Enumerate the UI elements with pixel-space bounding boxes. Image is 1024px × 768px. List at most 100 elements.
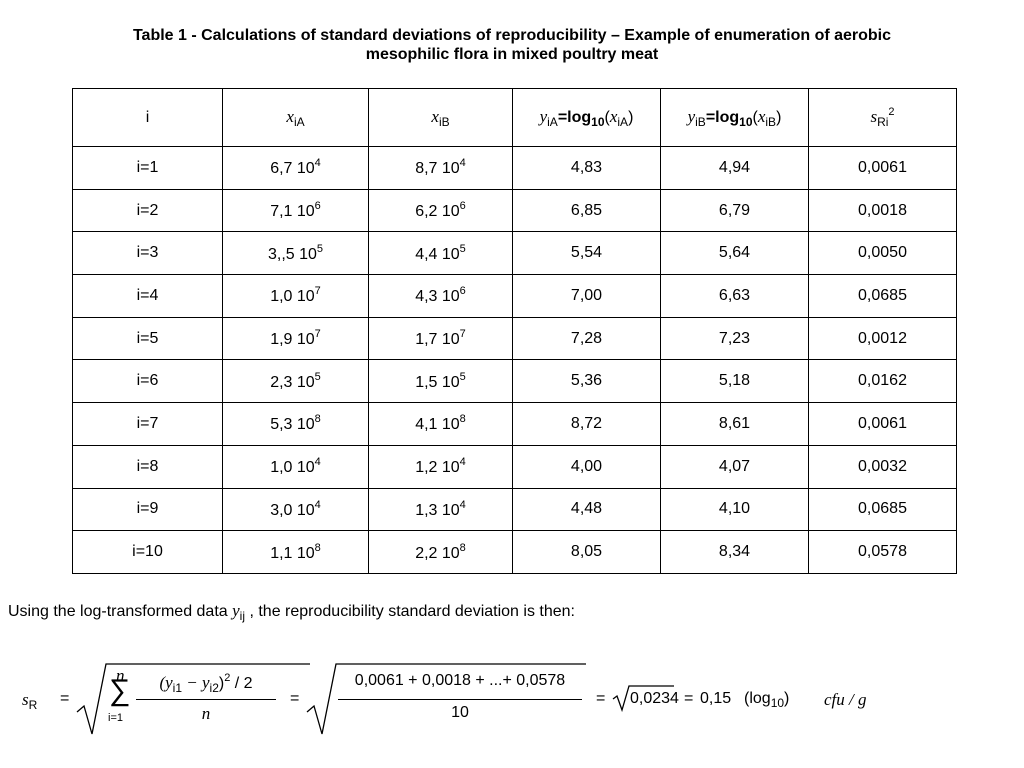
table-row: i=8 1,0 104 1,2 104 4,00 4,07 0,0032 — [72, 444, 957, 489]
formula-eq3: = — [596, 690, 606, 707]
cell-i: i=3 — [72, 231, 223, 276]
sqrt-sign-3 — [612, 685, 674, 712]
table-row: i=5 1,9 107 1,7 107 7,28 7,23 0,0012 — [72, 316, 957, 361]
table-row: i=9 3,0 104 1,3 104 4,48 4,10 0,0685 — [72, 487, 957, 532]
cell-xib: 1,7 107 — [368, 316, 513, 361]
table-row: i=7 5,3 108 4,1 108 8,72 8,61 0,0061 — [72, 402, 957, 446]
cell-yia: 5,54 — [512, 231, 661, 276]
cell-sri2: 0,0061 — [808, 402, 957, 446]
header-yia: yiA=log10(xiA) — [512, 88, 661, 147]
cell-xib: 1,5 105 — [368, 359, 513, 404]
cell-yia: 5,36 — [512, 359, 661, 404]
sqrt-sign-1 — [76, 663, 310, 735]
cell-yia: 4,83 — [512, 146, 661, 190]
cell-i: i=9 — [72, 487, 223, 532]
cell-yia: 8,05 — [512, 530, 661, 574]
cell-yia: 8,72 — [512, 402, 661, 446]
fraction-1-denominator: n — [201, 704, 211, 723]
formula-unit: cfu / g — [824, 690, 867, 709]
cell-sri2: 0,0050 — [808, 231, 957, 276]
cell-xib: 1,3 104 — [368, 487, 513, 532]
cell-yib: 4,07 — [660, 444, 809, 489]
cell-xia: 3,0 104 — [222, 487, 369, 532]
cell-xia: 2,3 105 — [222, 359, 369, 404]
cell-i: i=6 — [72, 359, 223, 404]
cell-xia: 1,9 107 — [222, 316, 369, 361]
sum-lower: i=1 — [108, 712, 123, 724]
cell-yib: 8,34 — [660, 530, 809, 574]
sqrt-sign-2 — [306, 663, 586, 735]
header-xib: xiB — [368, 88, 513, 147]
cell-i: i=4 — [72, 274, 223, 318]
cell-xia: 7,1 106 — [222, 188, 369, 233]
fraction-2-denominator: 10 — [451, 704, 469, 721]
cell-xib: 4,4 105 — [368, 231, 513, 276]
cell-sri2: 0,0061 — [808, 146, 957, 190]
fraction-1-bar — [136, 699, 276, 700]
header-xia: xiA — [222, 88, 369, 147]
cell-i: i=8 — [72, 444, 223, 489]
cell-i: i=10 — [72, 530, 223, 574]
formula-eq4: = — [684, 690, 694, 707]
cell-xia: 1,0 104 — [222, 444, 369, 489]
cell-yia: 6,85 — [512, 188, 661, 233]
formula-root3: 0,0234 — [630, 690, 679, 707]
cell-yia: 7,28 — [512, 316, 661, 361]
cell-sri2: 0,0685 — [808, 274, 957, 318]
cell-xia: 5,3 108 — [222, 402, 369, 446]
formula-eq2: = — [290, 690, 300, 707]
table-row: i=2 7,1 106 6,2 106 6,85 6,79 0,0018 — [72, 188, 957, 233]
header-yib: yiB=log10(xiB) — [660, 88, 809, 147]
cell-xib: 6,2 106 — [368, 188, 513, 233]
title-line-1: Table 1 - Calculations of standard devia… — [132, 27, 892, 44]
cell-sri2: 0,0032 — [808, 444, 957, 489]
table-row: i=1 6,7 104 8,7 104 4,83 4,94 0,0061 — [72, 146, 957, 190]
cell-i: i=7 — [72, 402, 223, 446]
sr-formula: sR = n ∑ i=1 (yi1 − yi2)2 / 2 n = 0,0061… — [20, 660, 1000, 740]
cell-i: i=1 — [72, 146, 223, 190]
formula-log-unit: (log10) — [744, 690, 790, 710]
cell-xib: 2,2 108 — [368, 530, 513, 574]
cell-yib: 7,23 — [660, 316, 809, 361]
cell-xia: 6,7 104 — [222, 146, 369, 190]
fraction-2-numerator: 0,0061 + 0,0018 + ...+ 0,0578 — [354, 672, 566, 689]
formula-result: 0,15 — [700, 690, 732, 707]
table-row: i=6 2,3 105 1,5 105 5,36 5,18 0,0162 — [72, 359, 957, 404]
cell-sri2: 0,0578 — [808, 530, 957, 574]
cell-xib: 4,1 108 — [368, 402, 513, 446]
title-line-2: mesophilic flora in mixed poultry meat — [365, 46, 659, 63]
cell-sri2: 0,0012 — [808, 316, 957, 361]
cell-xia: 3,,5 105 — [222, 231, 369, 276]
formula-s: sR — [22, 690, 38, 712]
cell-yib: 4,94 — [660, 146, 809, 190]
cell-yia: 4,48 — [512, 487, 661, 532]
header-i: i — [72, 88, 223, 147]
cell-xia: 1,0 107 — [222, 274, 369, 318]
explanation-text: Using the log-transformed data yij , the… — [8, 601, 575, 623]
sum-upper: n — [116, 666, 125, 685]
cell-xib: 1,2 104 — [368, 444, 513, 489]
cell-yib: 8,61 — [660, 402, 809, 446]
cell-sri2: 0,0685 — [808, 487, 957, 532]
reproducibility-table: i xiA xiB yiA=log10(xiA) yiB=log10(xiB) … — [72, 88, 957, 574]
cell-i: i=5 — [72, 316, 223, 361]
cell-sri2: 0,0162 — [808, 359, 957, 404]
formula-eq1: = — [60, 690, 70, 707]
cell-yib: 5,64 — [660, 231, 809, 276]
cell-yia: 7,00 — [512, 274, 661, 318]
table-row: i=10 1,1 108 2,2 108 8,05 8,34 0,0578 — [72, 530, 957, 574]
fraction-2-bar — [338, 699, 582, 700]
cell-yib: 6,79 — [660, 188, 809, 233]
cell-yib: 6,63 — [660, 274, 809, 318]
cell-sri2: 0,0018 — [808, 188, 957, 233]
header-row: i xiA xiB yiA=log10(xiA) yiB=log10(xiB) … — [72, 88, 957, 147]
header-sri2: sRi2 — [808, 88, 957, 147]
cell-xib: 4,3 106 — [368, 274, 513, 318]
cell-i: i=2 — [72, 188, 223, 233]
cell-yia: 4,00 — [512, 444, 661, 489]
sum-sign: ∑ — [109, 674, 131, 707]
fraction-1-numerator: (yi1 − yi2)2 / 2 — [159, 672, 253, 695]
cell-xia: 1,1 108 — [222, 530, 369, 574]
table-row: i=4 1,0 107 4,3 106 7,00 6,63 0,0685 — [72, 274, 957, 318]
table-title: Table 1 - Calculations of standard devia… — [0, 26, 1024, 64]
